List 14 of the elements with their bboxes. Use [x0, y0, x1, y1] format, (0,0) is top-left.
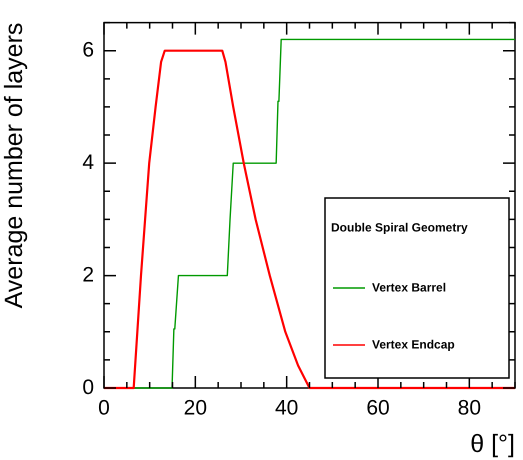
y-tick-label: 2	[82, 263, 94, 286]
x-tick-label: 80	[458, 396, 482, 420]
legend-label: Vertex Barrel	[372, 280, 446, 294]
y-tick-label: 6	[82, 38, 94, 62]
x-tick-label: 60	[366, 396, 390, 420]
y-tick-label: 0	[82, 376, 94, 399]
x-axis-title: θ [°]	[470, 430, 515, 458]
y-tick-label: 4	[82, 150, 94, 174]
legend-label: Vertex Endcap	[372, 337, 455, 352]
y-axis-title: Average number of layers	[0, 22, 28, 308]
x-tick-label: 40	[274, 396, 298, 420]
x-tick-label: 0	[98, 396, 110, 420]
legend-title: Double Spiral Geometry	[331, 220, 468, 234]
x-tick-label: 20	[184, 396, 208, 420]
